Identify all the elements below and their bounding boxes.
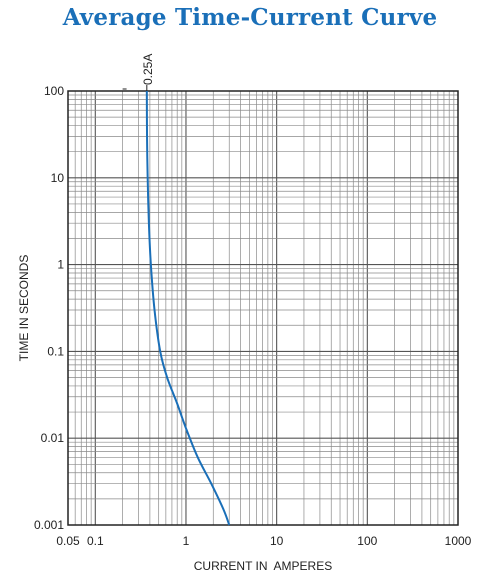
y-tick-label: 100 [44,84,64,98]
x-tick-label: 0.05 [56,534,80,548]
x-tick-label: 0.1 [87,534,104,548]
x-tick-label: 1 [183,534,190,548]
series-label: 0.25A [141,54,155,85]
y-tick-label: 0.001 [34,518,64,532]
grid [67,91,458,526]
y-axis-label: TIME IN SECONDS [17,255,31,362]
y-tick-label: 1 [57,258,64,272]
x-tick-label: 10 [270,534,284,548]
plot-frame [67,90,459,526]
chart-title: Average Time-Current Curve [62,4,438,31]
curve-0.25A [145,90,231,526]
y-tick-label: 10 [51,171,65,185]
x-tick-label: 1000 [445,534,472,548]
curves: 0.25A [122,54,231,526]
x-tick-label: 100 [357,534,377,548]
tick-labels: 0.05 0.1 1 10 100 1000 0.001 0.01 0.1 1 10 100 [34,84,472,548]
y-tick-label: 0.1 [47,344,64,358]
y-tick-label: 0.01 [41,431,65,445]
x-axis-label: CURRENT IN AMPERES [194,559,332,573]
